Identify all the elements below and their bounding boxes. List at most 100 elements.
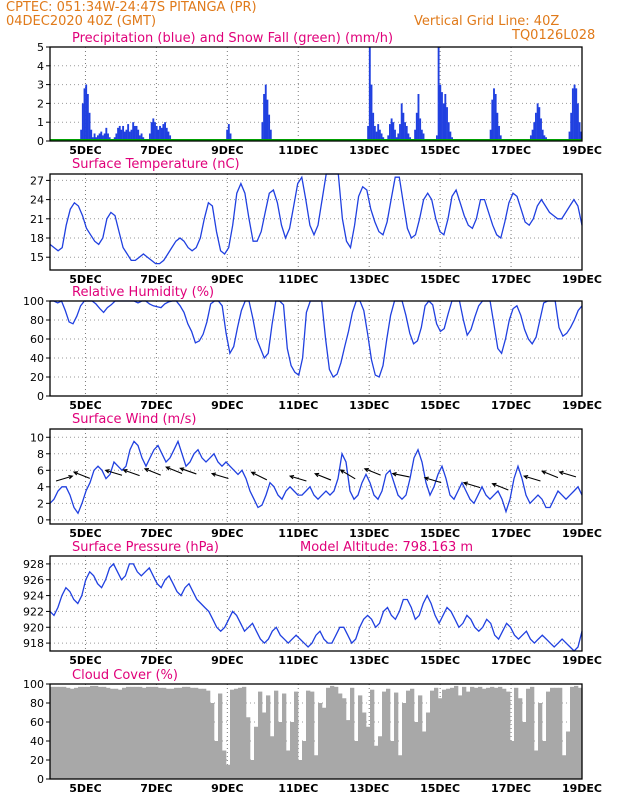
cloud-bar [198,688,203,779]
cloud-bar [362,712,367,779]
x-tick-label: 7DEC [140,654,172,667]
x-tick-label: 15DEC [420,527,460,540]
cloud-bar [390,741,395,779]
precip-bar [115,133,118,141]
x-tick-label: 17DEC [491,399,531,412]
wind-arrow [104,469,123,476]
precip-bar [402,112,405,141]
x-tick-label: 15DEC [420,144,460,157]
y-tick-label: 21 [30,213,44,226]
header-code: TQ0126L028 [512,28,596,43]
cloud-bar [498,686,503,779]
precip-bar [437,47,440,141]
precip-bar [117,127,120,141]
chart-title: Surface Temperature (nC) [72,157,240,172]
y-tick-label: 40 [30,352,44,365]
chart-panel-4: 0 2 4 6 8 10 5DEC 7DEC 9DEC 11DEC 13DEC 15DEC 17DEC 1… [30,412,602,540]
cloud-bar [334,686,339,779]
cloud-bar [482,688,487,779]
x-tick-label: 7DEC [140,527,172,540]
x-tick-label: 5DEC [69,273,101,286]
precip-bar [390,118,393,141]
cloud-bar [574,685,579,779]
precip-bar [580,131,583,141]
precip-bar [263,94,266,141]
precip-bar [261,122,264,141]
cloud-bar [186,686,191,779]
cloud-bar [54,686,59,779]
precip-bar [446,107,448,141]
x-tick-label: 15DEC [420,399,460,412]
cloud-bar [326,687,331,779]
cloud-bar [146,686,151,779]
x-tick-label: 9DEC [211,782,243,795]
precip-bar [417,94,420,141]
precip-bar [132,122,135,141]
x-tick-label: 17DEC [491,144,531,157]
wind-arrow [288,474,307,482]
cloud-bar [306,690,311,779]
x-tick-label: 13DEC [349,273,389,286]
cloud-bar [438,698,443,779]
y-tick-label: 40 [30,735,44,748]
wind-arrow [122,468,140,477]
precip-bar [169,135,172,141]
cloud-bar [358,695,363,779]
series-line [49,173,583,265]
cloud-bar [546,691,551,779]
precip-bar [536,103,539,141]
x-tick-label: 17DEC [491,654,531,667]
precip-bar [100,131,103,141]
precip-bar [149,133,151,141]
wind-arrow [491,482,509,491]
cloud-bar [430,690,435,779]
y-tick-label: 20 [30,754,44,767]
y-tick-label: 0 [37,514,44,527]
cloud-bar [138,686,143,779]
cloud-bar [578,687,583,779]
y-tick-label: 922 [23,605,44,618]
x-tick-label: 5DEC [69,782,101,795]
precip-bar [375,131,378,141]
precip-bar [392,122,395,141]
precip-bar [439,84,442,141]
cloud-bar [170,688,175,779]
x-tick-label: 19DEC [562,399,602,412]
cloud-bar [298,760,303,779]
cloud-bar [446,688,451,779]
cloud-bar [398,755,403,779]
precip-bar [422,133,425,141]
cloud-bar [258,691,263,779]
precip-bar [447,122,450,141]
cloud-bar [98,686,103,779]
cloud-bar [494,687,499,779]
y-tick-label: 4 [37,60,44,73]
cloud-bar [462,686,467,779]
cloud-bar [338,693,343,779]
precip-bar [160,127,163,141]
y-tick-label: 80 [30,314,44,327]
precip-bar [404,122,406,141]
x-tick-label: 19DEC [562,144,602,157]
cloud-bar [518,698,523,779]
y-tick-label: 6 [37,464,44,477]
precip-bar [444,94,447,141]
cloud-bar [266,695,271,779]
x-tick-label: 9DEC [211,654,243,667]
model-altitude: Model Altitude: 798.163 m [300,540,473,555]
precip-bar [133,125,136,141]
x-tick-label: 13DEC [349,527,389,540]
precip-bar [370,84,373,141]
chart-panel-1: 0 1 2 3 4 5 5DEC 7DEC 9DEC 11DEC 13DEC 15DEC 17DEC 19… [37,31,602,157]
cloud-bar [434,687,439,779]
cloud-bar [94,685,99,779]
plot-frame [49,683,583,780]
y-tick-label: 0 [37,135,44,148]
y-tick-label: 918 [23,637,44,650]
precip-bar [88,112,91,141]
cloud-bar [310,691,315,779]
wind-arrow [143,467,161,476]
cloud-bar [106,687,111,779]
cloud-bar [58,686,63,779]
header-date: 04DEC2020 40Z (GMT) [6,14,157,29]
